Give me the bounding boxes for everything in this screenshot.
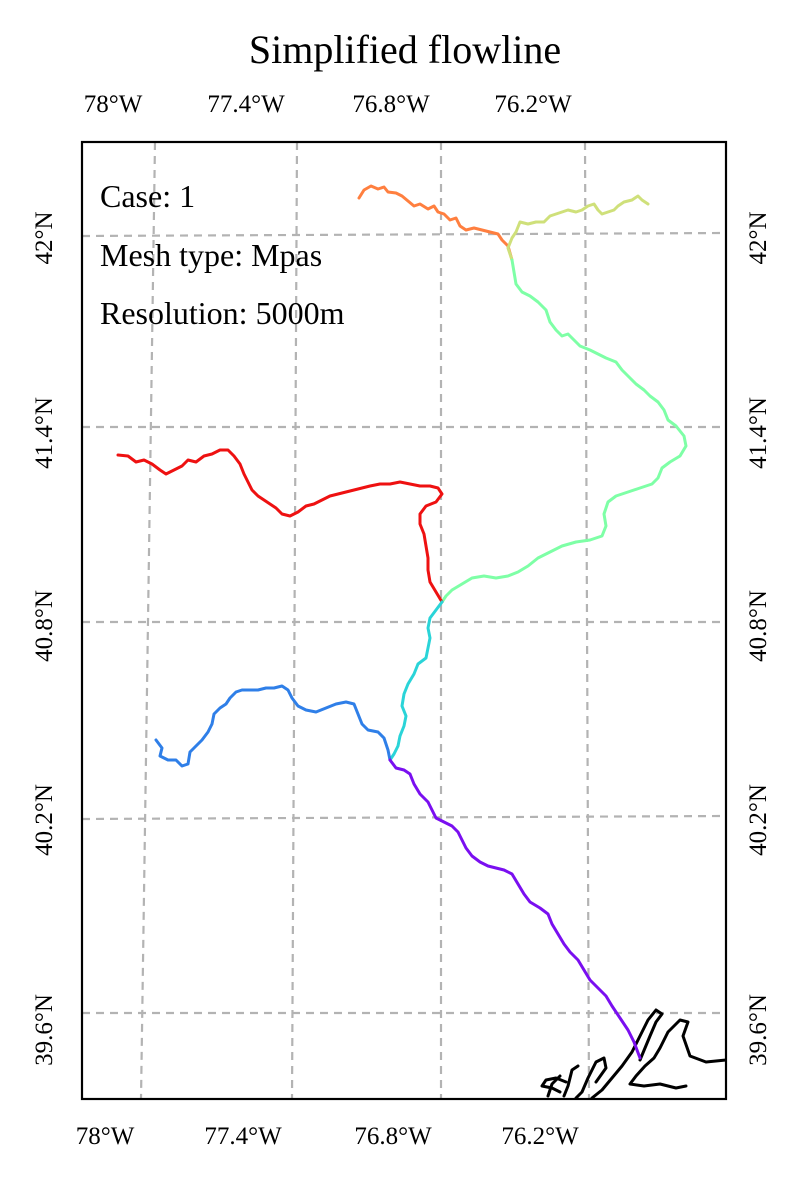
- flowline-segment: [116, 448, 444, 604]
- top-lon-label: 78°W: [84, 91, 143, 118]
- flowline-segment: [154, 684, 392, 768]
- left-lat-label: 41.4°N: [31, 397, 58, 469]
- parallel-42n: [82, 231, 726, 238]
- flowline-segment: [357, 184, 514, 262]
- flowline-segment: [506, 194, 650, 262]
- parallel-40-2n: [82, 814, 726, 821]
- top-lon-label: 77.4°W: [207, 91, 285, 118]
- top-lon-label: 76.8°W: [352, 91, 430, 118]
- bottom-lon-label: 78°W: [76, 1123, 135, 1150]
- top-lon-label: 76.2°W: [494, 91, 572, 118]
- mesh-type-annotation: Mesh type: Mpas: [100, 237, 322, 273]
- resolution-annotation: Resolution: 5000m: [100, 295, 345, 331]
- right-lat-label: 42°N: [745, 211, 772, 264]
- case-annotation: Case: 1: [100, 178, 195, 214]
- right-lat-label: 40.2°N: [745, 784, 772, 856]
- left-lat-label: 40.2°N: [31, 784, 58, 856]
- map-frame: [80, 140, 728, 1101]
- meridian-76-2w: [583, 142, 591, 1099]
- flowline-segments: [116, 184, 688, 1060]
- bottom-lon-label: 77.4°W: [204, 1123, 282, 1150]
- flowline-segment: [388, 600, 444, 762]
- map-title: Simplified flowline: [249, 27, 561, 72]
- meridian-78w: [139, 142, 157, 1099]
- right-lat-label: 40.8°N: [745, 590, 772, 662]
- map-plot-area: [82, 142, 726, 1099]
- right-lat-label: 39.6°N: [745, 994, 772, 1066]
- bottom-lon-label: 76.8°W: [354, 1123, 432, 1150]
- right-lat-label: 41.4°N: [745, 397, 772, 469]
- left-lat-label: 42°N: [31, 211, 58, 264]
- flowline-segment: [440, 258, 688, 604]
- coastline: [540, 1008, 726, 1099]
- flowline-segment: [388, 758, 642, 1060]
- bottom-lon-label: 76.2°W: [501, 1123, 579, 1150]
- graticule: [82, 142, 726, 1099]
- left-lat-label: 40.8°N: [31, 590, 58, 662]
- meridian-77-4w: [290, 142, 299, 1099]
- left-lat-label: 39.6°N: [31, 994, 58, 1066]
